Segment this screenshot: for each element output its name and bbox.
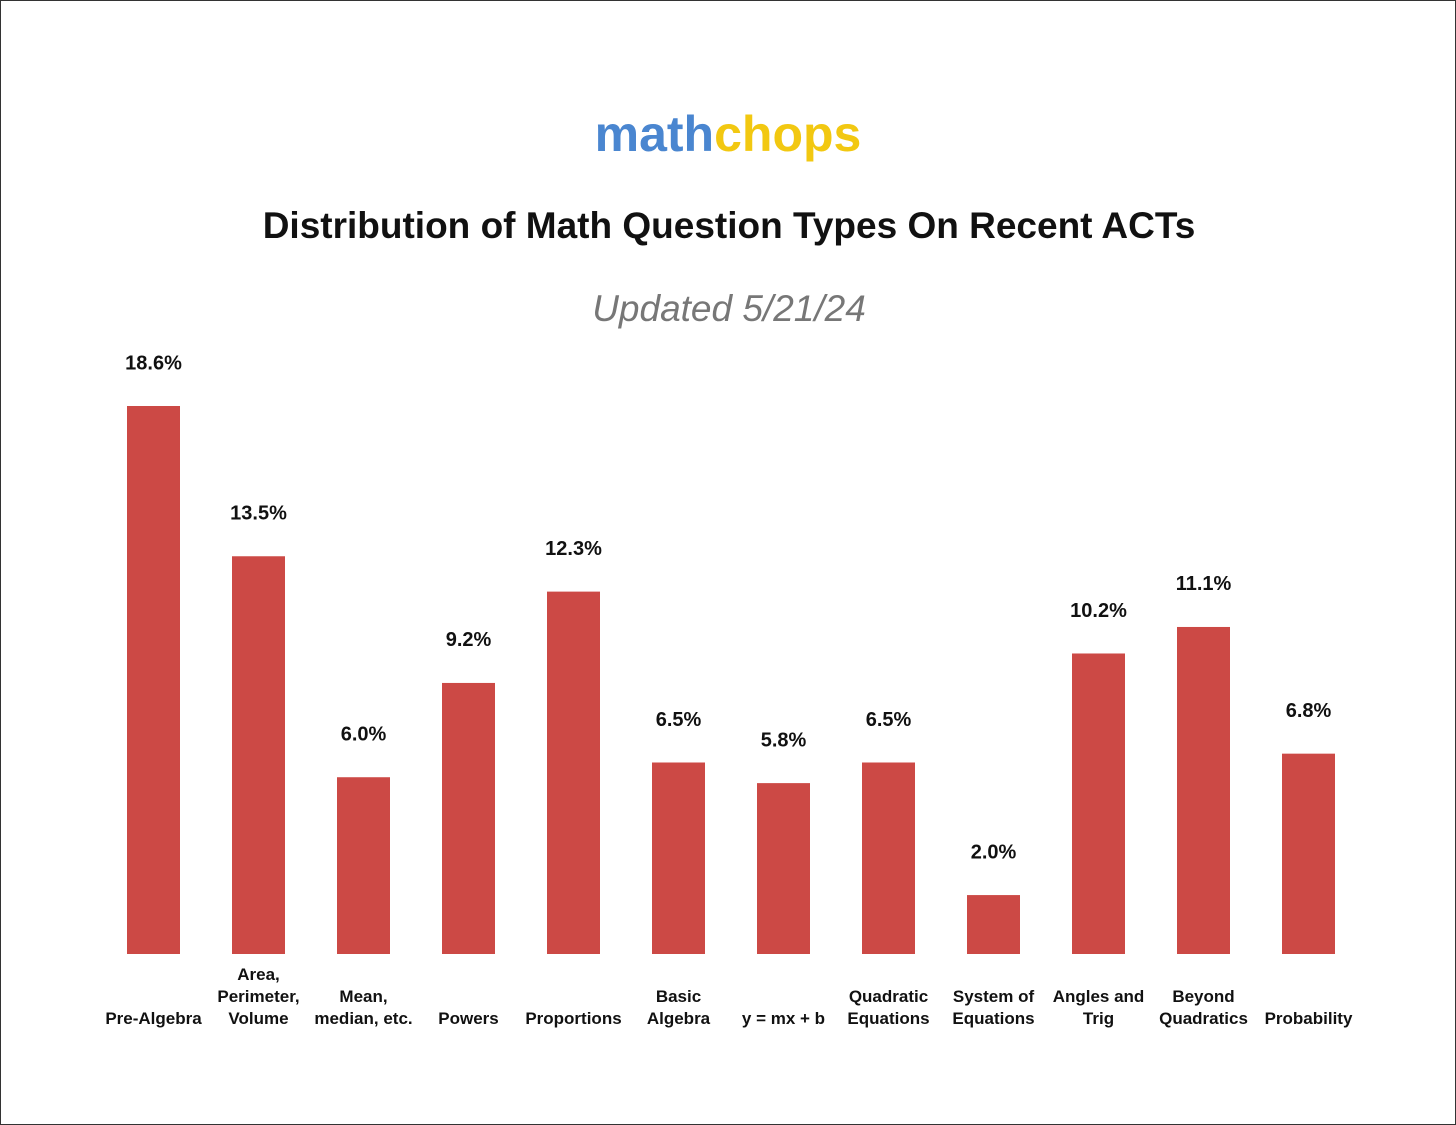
x-tick-label: Mean, median, etc. <box>314 987 413 1028</box>
logo-math: math <box>595 106 714 162</box>
x-tick-label: Beyond Quadratics <box>1159 987 1248 1028</box>
bar <box>232 556 285 954</box>
value-label: 5.8% <box>761 729 807 751</box>
bar <box>862 762 915 954</box>
bar <box>757 783 810 954</box>
logo: mathchops <box>595 106 862 162</box>
bar <box>127 406 180 954</box>
bar <box>652 762 705 954</box>
chart-title: Distribution of Math Question Types On R… <box>263 205 1196 246</box>
x-tick-label: Probability <box>1264 1009 1353 1028</box>
value-label: 6.8% <box>1286 700 1332 722</box>
value-label: 12.3% <box>545 538 602 560</box>
chart-subtitle: Updated 5/21/24 <box>592 288 866 329</box>
x-tick-label: Basic Algebra <box>646 987 711 1028</box>
x-tick-label: Quadratic Equations <box>847 987 930 1028</box>
bar <box>1072 653 1125 954</box>
logo-chops: chops <box>714 106 861 162</box>
x-tick-label: System of Equations <box>952 987 1035 1028</box>
x-tick-label: Angles and Trig <box>1052 987 1145 1028</box>
x-tick-label: Area, Perimeter, Volume <box>217 965 300 1028</box>
bar <box>442 682 495 954</box>
value-label: 9.2% <box>446 629 492 651</box>
value-label: 6.5% <box>656 709 702 731</box>
value-label: 18.6% <box>125 352 182 374</box>
bar <box>337 777 390 954</box>
value-label: 11.1% <box>1176 573 1232 595</box>
bar <box>1177 626 1230 954</box>
x-tick-label: Pre-Algebra <box>105 1009 202 1028</box>
value-label: 13.5% <box>230 503 287 525</box>
value-label: 2.0% <box>971 841 1017 863</box>
x-tick-label: Powers <box>438 1009 499 1028</box>
value-label: 10.2% <box>1070 600 1127 622</box>
x-tick-label: y = mx + b <box>741 1009 826 1028</box>
x-tick-label: Proportions <box>525 1009 622 1028</box>
value-label: 6.0% <box>341 724 387 746</box>
bar <box>967 895 1020 954</box>
bar <box>547 591 600 954</box>
bar <box>1282 753 1335 954</box>
value-label: 6.5% <box>866 709 912 731</box>
